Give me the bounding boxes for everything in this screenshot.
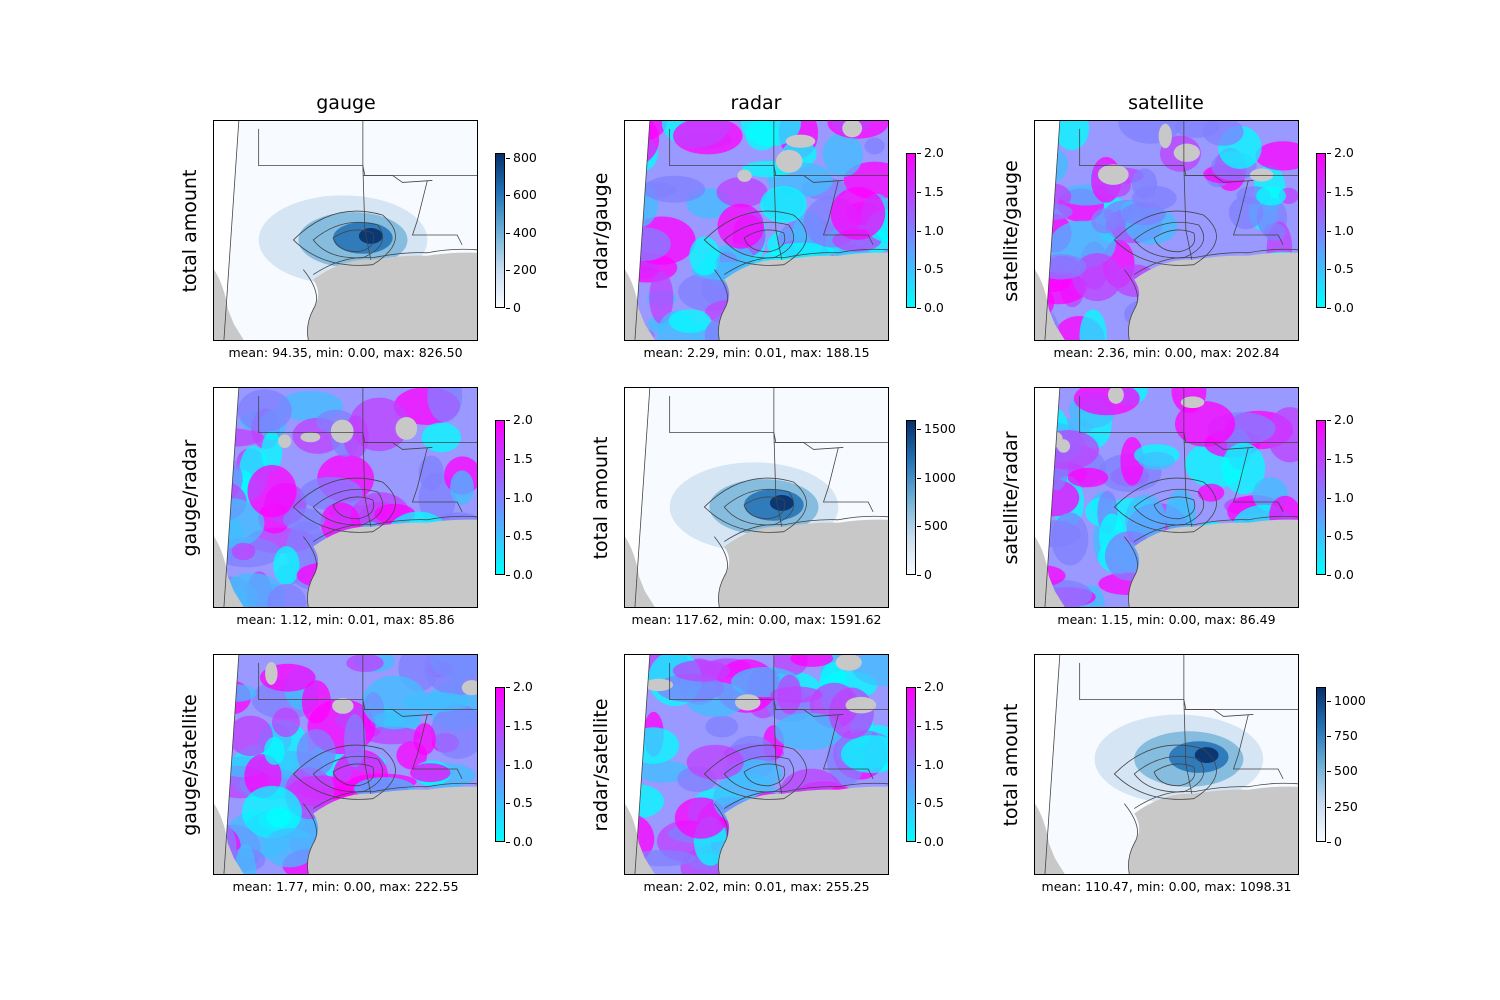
panel-stats: mean: 1.15, min: 0.00, max: 86.49 <box>1057 612 1276 627</box>
colorbar-tick-label: 2.0 <box>1327 145 1354 160</box>
colorbar-tick-label: 0.0 <box>917 834 944 849</box>
panel-ylabel: radar/satellite <box>590 697 612 832</box>
panel-stats: mean: 1.12, min: 0.01, max: 85.86 <box>236 612 455 627</box>
map-panel <box>624 120 889 341</box>
panel-ylabel: gauge/satellite <box>179 693 201 836</box>
panel-stats: mean: 110.47, min: 0.00, max: 1098.31 <box>1041 879 1292 894</box>
colorbar-tick-label: 0.0 <box>1327 567 1354 582</box>
column-title-gauge: gauge <box>316 92 376 114</box>
colorbar <box>1316 153 1326 308</box>
colorbar-tick-label: 1.5 <box>506 450 533 466</box>
colorbar-tick-label: 2.0 <box>917 679 944 694</box>
colorbar-tick-label: 500 <box>917 518 948 534</box>
panel-stats: mean: 117.62, min: 0.00, max: 1591.62 <box>631 612 882 627</box>
panel-ylabel: satellite/gauge <box>1000 159 1022 302</box>
map-panel <box>213 387 478 608</box>
colorbar-tick-label: 0.5 <box>917 261 944 277</box>
colorbar-tick-label: 0.5 <box>506 795 533 811</box>
colorbar-tick-label: 250 <box>1327 798 1358 814</box>
colorbar <box>495 687 505 842</box>
colorbar <box>906 153 916 308</box>
map-panel <box>213 120 478 341</box>
colorbar-tick-label: 2.0 <box>917 145 944 160</box>
colorbar-tick-label: 1000 <box>1327 692 1366 708</box>
panel-ylabel: total amount <box>1000 703 1022 826</box>
colorbar-tick-label: 1500 <box>917 420 956 436</box>
colorbar-tick-label: 0.0 <box>917 300 944 315</box>
colorbar-tick-label: 0.0 <box>506 834 533 849</box>
colorbar-tick-label: 0 <box>917 567 932 582</box>
colorbar-tick-label: 1000 <box>917 469 956 485</box>
map-panel <box>624 387 889 608</box>
colorbar-tick-label: 0 <box>1327 834 1342 849</box>
panel-ylabel: total amount <box>590 436 612 559</box>
colorbar-tick-label: 500 <box>1327 763 1358 779</box>
colorbar <box>1316 420 1326 575</box>
panel-stats: mean: 2.29, min: 0.01, max: 188.15 <box>643 345 870 360</box>
colorbar-tick-label: 1.0 <box>506 489 533 505</box>
colorbar-tick-label: 0.0 <box>1327 300 1354 315</box>
colorbar-tick-label: 0.5 <box>917 795 944 811</box>
panel-stats: mean: 2.02, min: 0.01, max: 255.25 <box>643 879 870 894</box>
colorbar-tick-label: 0.5 <box>1327 528 1354 544</box>
colorbar <box>906 687 916 842</box>
colorbar <box>495 420 505 575</box>
panel-stats: mean: 1.77, min: 0.00, max: 222.55 <box>232 879 459 894</box>
column-title-radar: radar <box>730 92 782 114</box>
colorbar-tick-label: 1.0 <box>1327 489 1354 505</box>
column-title-satellite: satellite <box>1128 92 1204 114</box>
panel-ylabel: gauge/radar <box>179 439 201 556</box>
colorbar-tick-label: 1.0 <box>1327 222 1354 238</box>
map-panel <box>213 654 478 875</box>
colorbar-tick-label: 0.5 <box>1327 261 1354 277</box>
colorbar-tick-label: 0.0 <box>506 567 533 582</box>
colorbar-tick-label: 1.0 <box>917 756 944 772</box>
panel-stats: mean: 94.35, min: 0.00, max: 826.50 <box>228 345 463 360</box>
colorbar <box>906 420 916 575</box>
colorbar-tick-label: 1.5 <box>1327 183 1354 199</box>
colorbar <box>495 153 505 308</box>
colorbar-tick-label: 2.0 <box>506 412 533 427</box>
colorbar-tick-label: 200 <box>506 262 537 278</box>
map-panel <box>1034 120 1299 341</box>
colorbar-tick-label: 0 <box>506 300 521 315</box>
map-panel <box>624 654 889 875</box>
map-panel <box>1034 387 1299 608</box>
colorbar-tick-label: 400 <box>506 224 537 240</box>
colorbar <box>1316 687 1326 842</box>
panel-ylabel: radar/gauge <box>590 172 612 289</box>
colorbar-tick-label: 750 <box>1327 728 1358 744</box>
colorbar-tick-label: 0.5 <box>506 528 533 544</box>
colorbar-tick-label: 2.0 <box>1327 412 1354 427</box>
colorbar-tick-label: 1.0 <box>506 756 533 772</box>
colorbar-tick-label: 1.0 <box>917 222 944 238</box>
colorbar-tick-label: 1.5 <box>917 717 944 733</box>
map-panel <box>1034 654 1299 875</box>
colorbar-tick-label: 600 <box>506 187 537 203</box>
colorbar-tick-label: 1.5 <box>506 717 533 733</box>
colorbar-tick-label: 1.5 <box>1327 450 1354 466</box>
colorbar-tick-label: 2.0 <box>506 679 533 694</box>
panel-ylabel: total amount <box>179 169 201 292</box>
panel-ylabel: satellite/radar <box>1000 430 1022 565</box>
colorbar-tick-label: 1.5 <box>917 183 944 199</box>
colorbar-tick-label: 800 <box>506 149 537 165</box>
panel-stats: mean: 2.36, min: 0.00, max: 202.84 <box>1053 345 1280 360</box>
